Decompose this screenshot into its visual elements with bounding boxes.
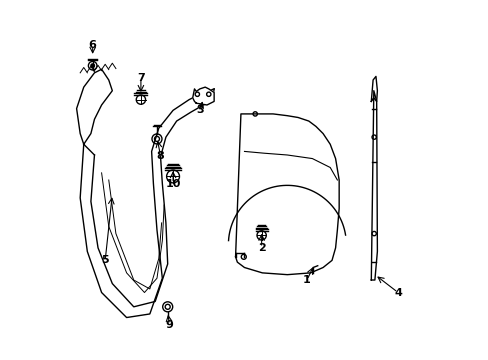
Polygon shape [235, 114, 339, 275]
Polygon shape [370, 91, 377, 280]
Text: 9: 9 [165, 320, 173, 330]
Text: 6: 6 [88, 40, 97, 50]
Text: 3: 3 [196, 105, 203, 115]
Text: 5: 5 [101, 255, 109, 265]
Circle shape [91, 64, 94, 67]
Text: 2: 2 [257, 243, 265, 253]
Text: 1: 1 [303, 275, 310, 285]
Polygon shape [192, 87, 214, 105]
Text: 7: 7 [137, 73, 144, 83]
Polygon shape [370, 76, 377, 102]
Text: 8: 8 [156, 151, 164, 161]
Text: 10: 10 [165, 179, 181, 189]
Text: 4: 4 [393, 288, 401, 297]
